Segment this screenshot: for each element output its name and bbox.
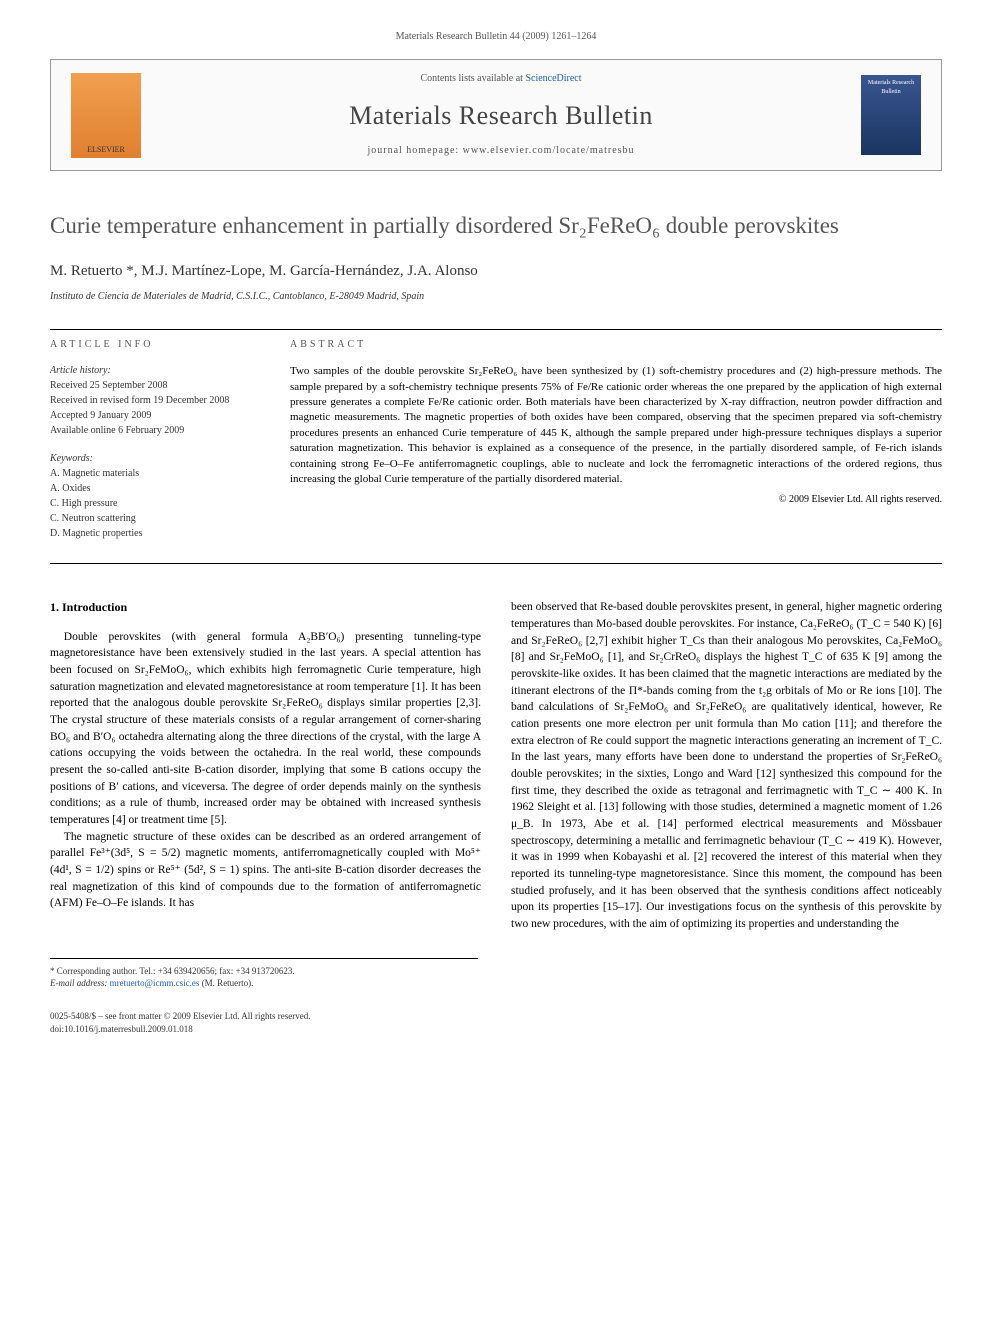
abstract-heading: ABSTRACT	[290, 338, 942, 352]
para-1: Double perovskites (with general formula…	[50, 629, 481, 829]
para-2: The magnetic structure of these oxides c…	[50, 829, 481, 912]
homepage-line: journal homepage: www.elsevier.com/locat…	[161, 144, 841, 158]
history-label: Article history:	[50, 364, 260, 378]
journal-center: Contents lists available at ScienceDirec…	[161, 72, 841, 158]
contents-text: Contents lists available at	[420, 73, 522, 84]
history-block: Article history: Received 25 September 2…	[50, 364, 260, 438]
history-item: Received 25 September 2008	[50, 379, 260, 393]
history-item: Available online 6 February 2009	[50, 424, 260, 438]
homepage-url[interactable]: www.elsevier.com/locate/matresbu	[463, 145, 635, 156]
column-right: been observed that Re-based double perov…	[511, 599, 942, 932]
history-item: Accepted 9 January 2009	[50, 409, 260, 423]
email-label: E-mail address:	[50, 978, 107, 988]
article-title: Curie temperature enhancement in partial…	[50, 211, 942, 241]
affiliation: Instituto de Ciencia de Materiales de Ma…	[50, 290, 942, 304]
homepage-label: journal homepage:	[367, 145, 459, 156]
corresponding-footer: * Corresponding author. Tel.: +34 639420…	[50, 958, 478, 990]
history-item: Received in revised form 19 December 200…	[50, 394, 260, 408]
keyword-item: A. Magnetic materials	[50, 467, 260, 481]
column-left: 1. Introduction Double perovskites (with…	[50, 599, 481, 932]
keyword-item: A. Oxides	[50, 482, 260, 496]
email-suffix: (M. Retuerto).	[202, 978, 254, 988]
rule-bottom	[50, 563, 942, 564]
keyword-item: C. Neutron scattering	[50, 512, 260, 526]
abstract-text: Two samples of the double perovskite Sr₂…	[290, 364, 942, 487]
bottom-meta: 0025-5408/$ – see front matter © 2009 El…	[50, 1010, 942, 1035]
article-info-heading: ARTICLE INFO	[50, 338, 260, 352]
journal-cover-thumb: Materials Research Bulletin	[861, 75, 921, 155]
sciencedirect-link[interactable]: ScienceDirect	[525, 73, 581, 84]
article-info: ARTICLE INFO Article history: Received 2…	[50, 338, 260, 555]
info-abstract-row: ARTICLE INFO Article history: Received 2…	[50, 338, 942, 555]
journal-name: Materials Research Bulletin	[161, 98, 841, 134]
para-3: been observed that Re-based double perov…	[511, 599, 942, 932]
issn-line: 0025-5408/$ – see front matter © 2009 El…	[50, 1010, 942, 1023]
body-columns: 1. Introduction Double perovskites (with…	[50, 599, 942, 932]
section-1-heading: 1. Introduction	[50, 599, 481, 616]
contents-line: Contents lists available at ScienceDirec…	[161, 72, 841, 86]
authors: M. Retuerto *, M.J. Martínez-Lope, M. Ga…	[50, 261, 942, 282]
keywords-label: Keywords:	[50, 452, 260, 466]
email-link[interactable]: mretuerto@icmm.csic.es	[110, 978, 200, 988]
keyword-item: D. Magnetic properties	[50, 527, 260, 541]
rule-top	[50, 329, 942, 330]
doi-line: doi:10.1016/j.materresbull.2009.01.018	[50, 1023, 942, 1036]
abstract: ABSTRACT Two samples of the double perov…	[290, 338, 942, 555]
keyword-item: C. High pressure	[50, 497, 260, 511]
corresponding-line: * Corresponding author. Tel.: +34 639420…	[50, 965, 478, 978]
keywords-block: Keywords: A. Magnetic materials A. Oxide…	[50, 452, 260, 541]
elsevier-logo: ELSEVIER	[71, 73, 141, 158]
page-header-citation: Materials Research Bulletin 44 (2009) 12…	[50, 30, 942, 44]
email-line: E-mail address: mretuerto@icmm.csic.es (…	[50, 977, 478, 990]
abstract-copyright: © 2009 Elsevier Ltd. All rights reserved…	[290, 493, 942, 507]
journal-box: ELSEVIER Contents lists available at Sci…	[50, 59, 942, 171]
